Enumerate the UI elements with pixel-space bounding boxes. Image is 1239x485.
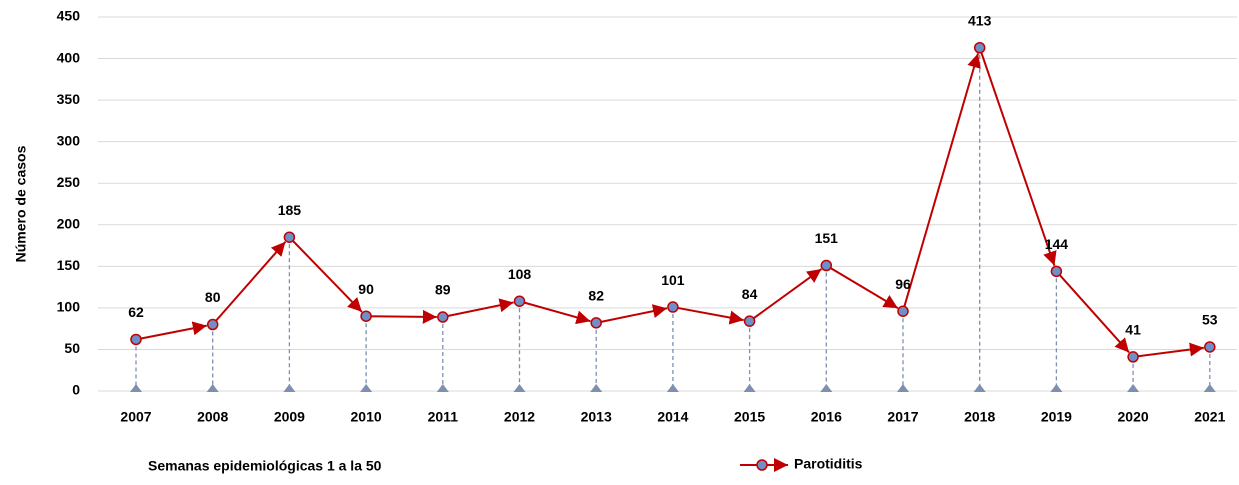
line-segment — [1055, 270, 1130, 354]
data-label: 90 — [358, 281, 374, 297]
point — [820, 259, 833, 272]
drop-base — [513, 384, 526, 392]
x-tick-label: 2007 — [120, 409, 151, 425]
point — [590, 317, 602, 329]
drop-base — [1050, 384, 1063, 392]
x-tick-label: 2015 — [734, 409, 765, 425]
x-tick-label: 2011 — [428, 409, 459, 425]
data-label: 80 — [205, 289, 221, 305]
data-label: 144 — [1045, 236, 1069, 252]
point — [437, 311, 449, 323]
point — [897, 305, 909, 317]
y-tick-label: 200 — [57, 215, 81, 231]
line-segment — [288, 236, 363, 313]
x-tick-label: 2009 — [274, 409, 305, 425]
data-label: 108 — [508, 266, 532, 282]
x-tick-label: 2016 — [811, 409, 842, 425]
line-segment — [978, 47, 1057, 266]
drop-base — [590, 384, 603, 392]
x-tick-label: 2021 — [1194, 409, 1225, 425]
data-label: 53 — [1202, 312, 1218, 328]
y-tick-label: 300 — [57, 132, 81, 148]
data-label: 82 — [588, 288, 604, 304]
drop-base — [283, 384, 296, 392]
point — [283, 231, 296, 243]
point — [206, 318, 219, 331]
x-tick-label: 2020 — [1118, 409, 1149, 425]
point — [667, 301, 679, 313]
y-tick-label: 250 — [57, 174, 81, 190]
data-label: 96 — [895, 276, 911, 292]
point — [743, 315, 756, 327]
y-tick-label: 150 — [57, 257, 81, 273]
line-segment — [135, 321, 208, 341]
line-segment — [749, 268, 823, 322]
y-tick-label: 50 — [64, 340, 80, 356]
point — [1050, 265, 1063, 278]
line-segment — [519, 300, 591, 325]
drop-base — [897, 384, 909, 392]
y-tick-label: 350 — [57, 91, 81, 107]
data-label: 185 — [278, 202, 302, 218]
drop-base — [206, 384, 219, 392]
x-tick-label: 2014 — [657, 409, 688, 425]
point — [1127, 351, 1139, 363]
drop-base — [666, 384, 679, 392]
line-segment — [442, 298, 514, 319]
x-tick-label: 2013 — [581, 409, 612, 425]
drop-base — [1127, 384, 1140, 392]
drop-base — [820, 384, 833, 392]
point — [513, 295, 526, 307]
drop-base — [1203, 384, 1216, 392]
line-segment — [366, 309, 437, 324]
line-segment — [595, 304, 668, 324]
line-segment — [1132, 342, 1204, 358]
drop-base — [436, 384, 449, 392]
point — [360, 310, 372, 322]
x-tick-label: 2018 — [964, 409, 995, 425]
point — [1204, 341, 1216, 353]
line-segment — [672, 306, 744, 325]
x-tick-label: 2017 — [887, 409, 918, 425]
y-tick-label: 400 — [57, 49, 81, 65]
line-segment — [211, 241, 287, 326]
data-label: 101 — [661, 272, 685, 288]
data-label: 41 — [1125, 322, 1141, 338]
drop-base — [973, 384, 986, 392]
data-label: 151 — [815, 230, 839, 246]
x-tick-label: 2012 — [504, 409, 535, 425]
drop-base — [360, 384, 373, 392]
x-tick-label: 2019 — [1041, 409, 1072, 425]
data-label: 413 — [968, 12, 992, 28]
drop-base — [130, 384, 142, 392]
data-label: 62 — [128, 304, 144, 320]
point — [130, 333, 142, 346]
y-tick-label: 450 — [57, 8, 81, 24]
data-label: 89 — [435, 282, 451, 298]
x-tick-label: 2010 — [351, 409, 382, 425]
x-axis-title: Semanas epidemiológicas 1 a la 50 — [148, 458, 382, 474]
x-tick-label: 2008 — [197, 409, 228, 425]
y-axis-title: Número de casos — [13, 145, 29, 262]
data-label: 84 — [742, 286, 758, 302]
y-tick-label: 100 — [57, 299, 81, 315]
drop-base — [743, 384, 756, 392]
point — [973, 42, 986, 54]
legend-marker — [756, 459, 768, 471]
y-tick-label: 0 — [72, 382, 80, 398]
line-segment — [902, 53, 981, 312]
line-segment — [825, 264, 899, 310]
legend-label: Parotiditis — [794, 456, 863, 472]
